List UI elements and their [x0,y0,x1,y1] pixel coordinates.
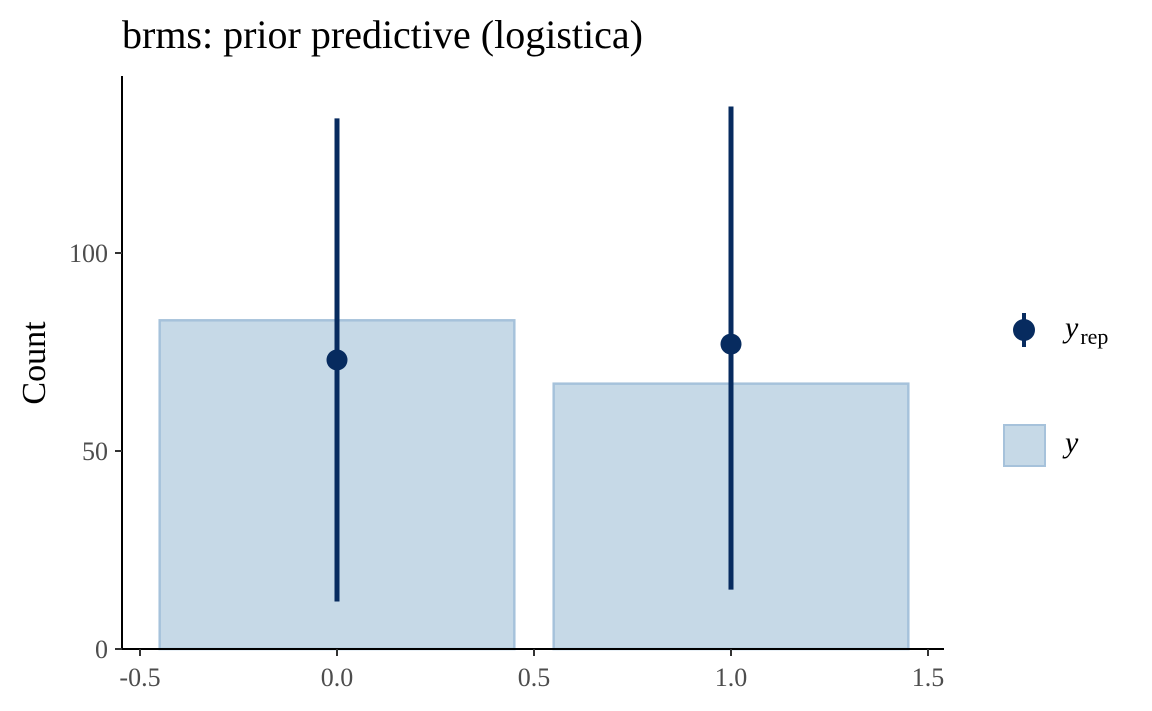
yrep-point-0 [326,349,348,371]
y-axis-label: Count [16,321,53,405]
legend-y-label: y [1062,426,1079,459]
x-tick-label-4: 1.5 [912,663,945,692]
yrep-point-1 [720,333,742,355]
x-tick-label-1: 0.0 [321,663,354,692]
x-tick-label-2: 0.5 [518,663,551,692]
y-tick-label-2: 100 [69,239,108,268]
x-tick-label-0: -0.5 [119,663,160,692]
legend-item-yrep: yrep [1013,311,1108,349]
bars-layer [158,319,910,651]
axes: -0.5 0.0 0.5 1.0 1.5 0 50 100 [69,76,944,692]
x-tick-label-3: 1.0 [715,663,748,692]
legend: yrep y [1003,311,1108,467]
y-tick-label-1: 50 [82,437,108,466]
legend-y-swatch-icon [1003,424,1046,467]
yrep-layer [326,106,742,602]
legend-item-y: y [1003,424,1079,467]
y-tick-label-0: 0 [95,635,108,664]
chart-title: brms: prior predictive (logistica) [122,12,643,57]
legend-yrep-label: yrep [1062,311,1108,349]
legend-yrep-point-icon [1013,319,1035,341]
